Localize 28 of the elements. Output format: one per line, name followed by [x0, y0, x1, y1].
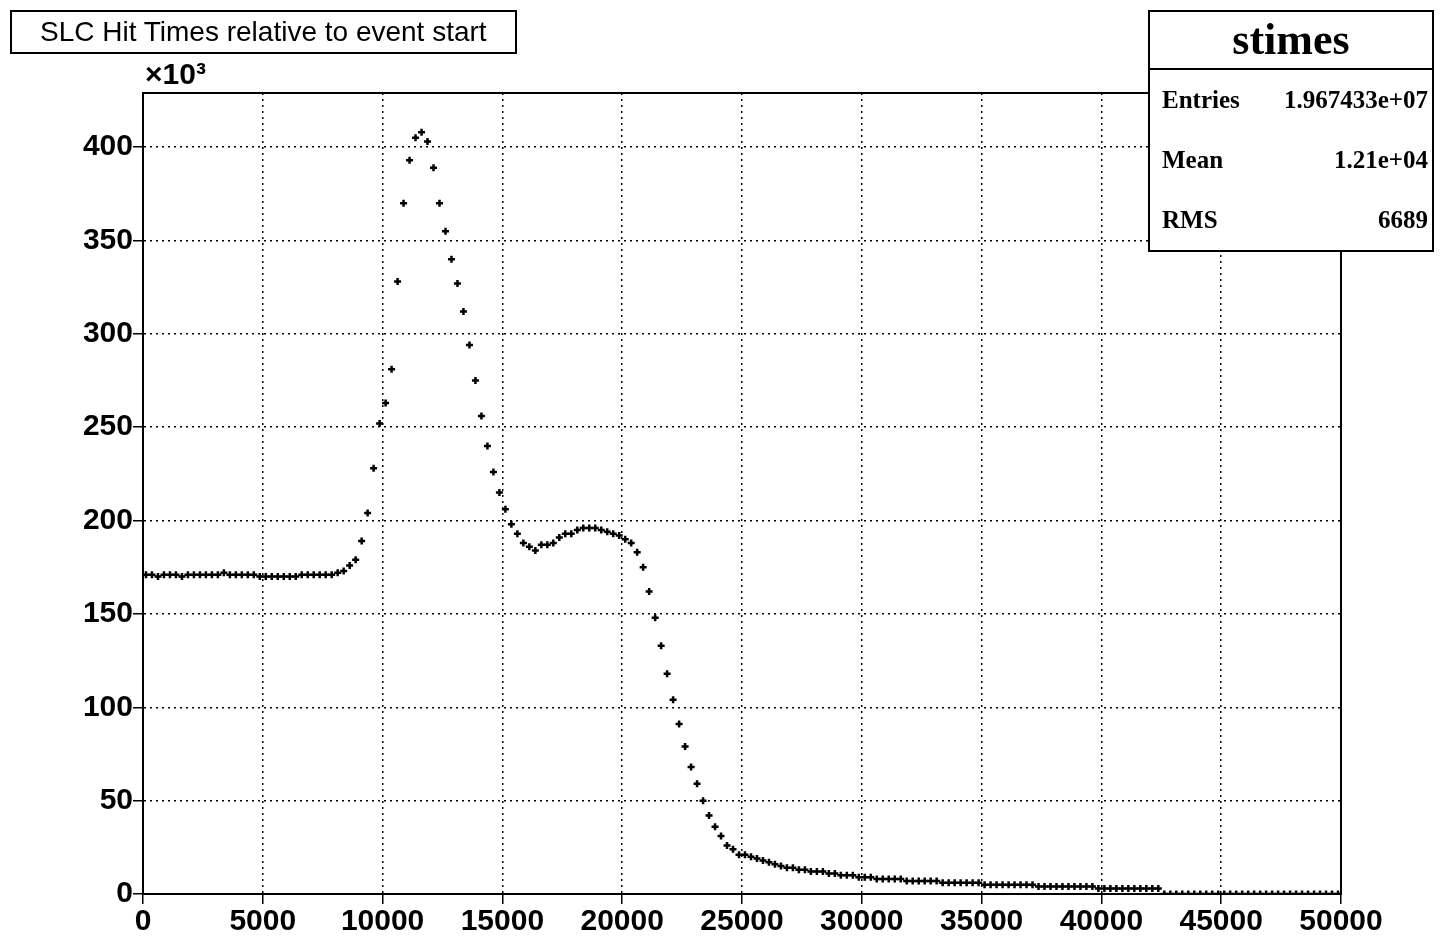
y-tick-label: 50 [99, 781, 133, 815]
y-tick-label: 250 [82, 408, 133, 442]
y-tick-label: 400 [82, 128, 133, 162]
x-tick-label: 25000 [700, 903, 784, 937]
y-tick-label: 150 [82, 595, 133, 629]
annotation: Entries [1162, 85, 1240, 115]
y-tick-label: 100 [82, 688, 133, 722]
annotation: RMS [1162, 205, 1218, 235]
text: 6689 [1378, 205, 1428, 235]
annotation: Mean [1162, 145, 1224, 175]
text: stimes [1150, 12, 1432, 70]
x-tick-label: 20000 [580, 903, 664, 937]
annotation: 1.967433e+07 [1283, 85, 1428, 115]
y-tick-label: 200 [82, 501, 133, 535]
x-tick-label: 35000 [939, 903, 1024, 937]
x-tick-label: 5000 [229, 903, 297, 937]
x-tick-label: 30000 [820, 903, 904, 937]
x-tick-label: 50000 [1299, 903, 1383, 937]
text: ×10³ [145, 57, 206, 91]
y-tick-label: 300 [82, 315, 133, 349]
x-tick-label: 10000 [340, 903, 425, 937]
x-tick-label: 45000 [1179, 903, 1263, 937]
x-tick-label: 15000 [460, 903, 545, 937]
y-tick-label: 350 [82, 221, 133, 255]
chart-title: SLC Hit Times relative to event start [10, 10, 517, 54]
annotation: 1.21e+04 [1333, 145, 1428, 175]
y-tick-label: 0 [116, 875, 133, 909]
x-tick-label: 40000 [1059, 903, 1144, 937]
